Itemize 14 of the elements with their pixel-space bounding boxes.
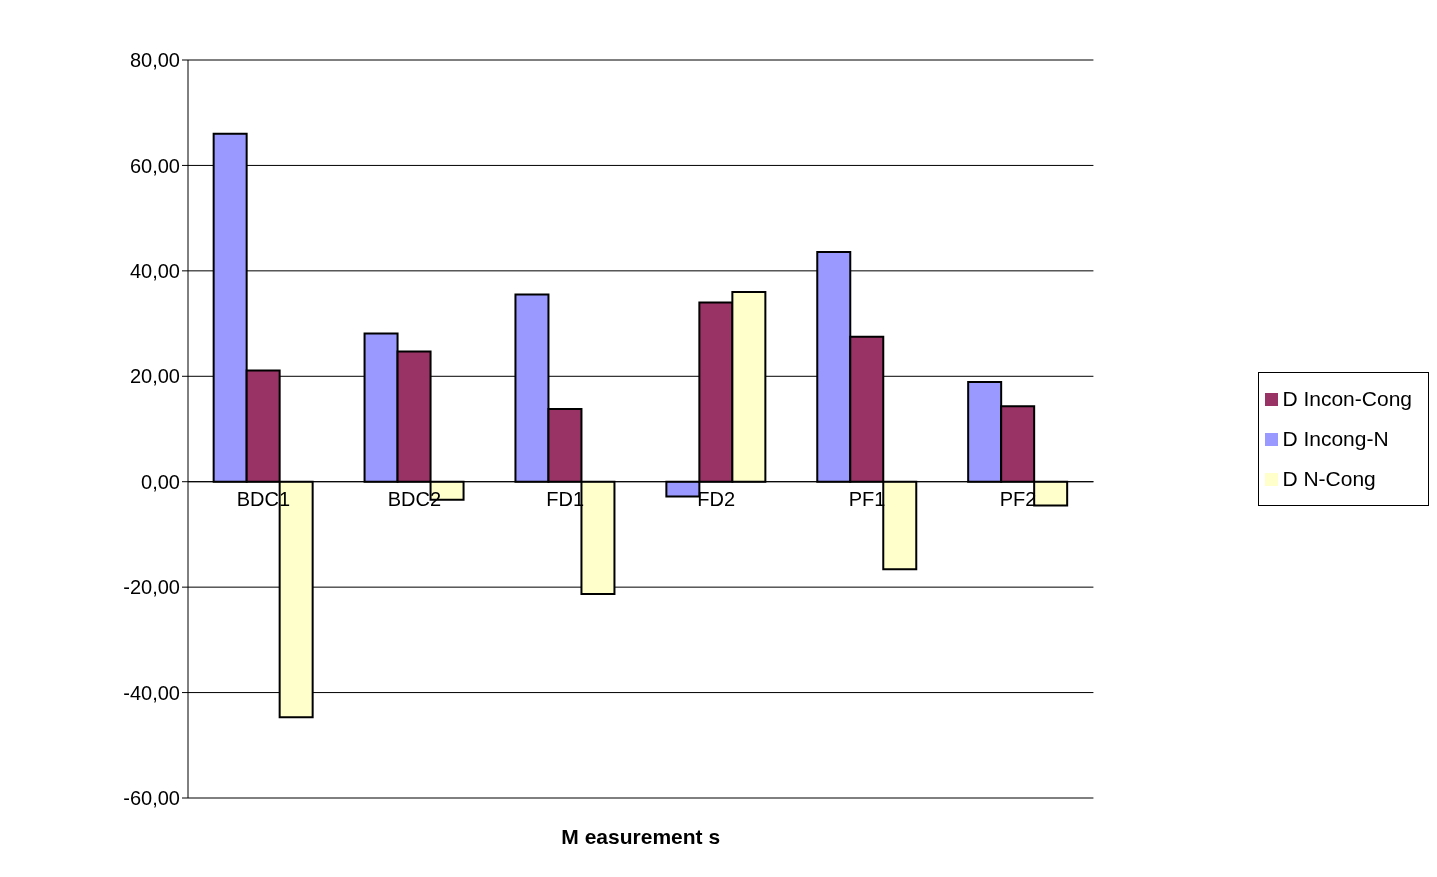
y-tick-label: -60,00 [123,787,180,810]
y-tick-label: -20,00 [123,576,180,599]
legend-label: D Incong-N [1282,426,1389,450]
x-tick-label: FD2 [697,488,736,511]
x-axis-title: M easurement s [561,825,721,848]
y-tick-label: 80,00 [129,49,180,72]
y-tick-label: -40,00 [123,681,180,704]
y-tick-label: 0,00 [141,470,180,493]
legend-label: D N-Cong [1282,466,1376,490]
legend-label: D Incon-Cong [1282,386,1412,410]
y-tick-label: 20,00 [129,365,180,388]
y-tick-label: 40,00 [129,259,180,282]
x-tick-label: BDC2 [387,488,442,511]
y-tick-label: 60,00 [129,154,180,177]
